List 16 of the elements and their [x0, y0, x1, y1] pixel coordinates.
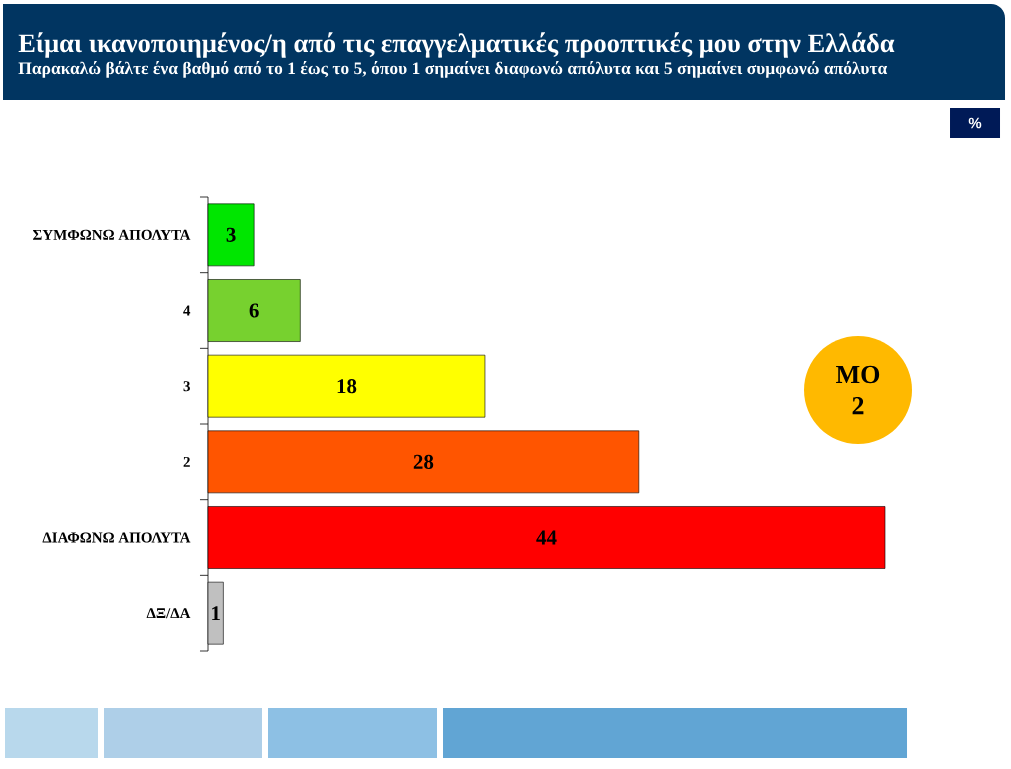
y-tick-label: ΣΥΜΦΩΝΩ ΑΠΟΛΥΤΑ: [33, 229, 191, 240]
y-tick-label: 3: [183, 381, 190, 392]
chart-title: Είμαι ικανοποιημένος/η από τις επαγγελματικές προοπτικές μου στην Ελλάδα: [18, 32, 895, 58]
text: %: [968, 117, 982, 129]
y-tick-label: ΔΞ/ΔΑ: [146, 608, 191, 619]
y-tick-label: ΔΙΑΦΩΝΩ ΑΠΟΛΥΤΑ: [42, 532, 191, 543]
data-label: 1: [212, 606, 220, 621]
y-tick-label: 4: [183, 305, 191, 316]
data-label: 3: [226, 227, 236, 242]
data-label: 18: [337, 379, 357, 394]
y-tick-label: 2: [183, 456, 190, 467]
data-label: 28: [413, 454, 434, 469]
annotation: ΜΟ 2: [836, 365, 880, 415]
data-label: 44: [536, 530, 557, 545]
data-label: 6: [249, 303, 259, 318]
chart-subtitle: Παρακαλώ βάλτε ένα βαθμό από το 1 έως το 5, όπου 1 σημαίνει διαφωνώ απόλυτα και 5 σημαίνει συμφωνώ απόλυτα: [18, 60, 888, 78]
